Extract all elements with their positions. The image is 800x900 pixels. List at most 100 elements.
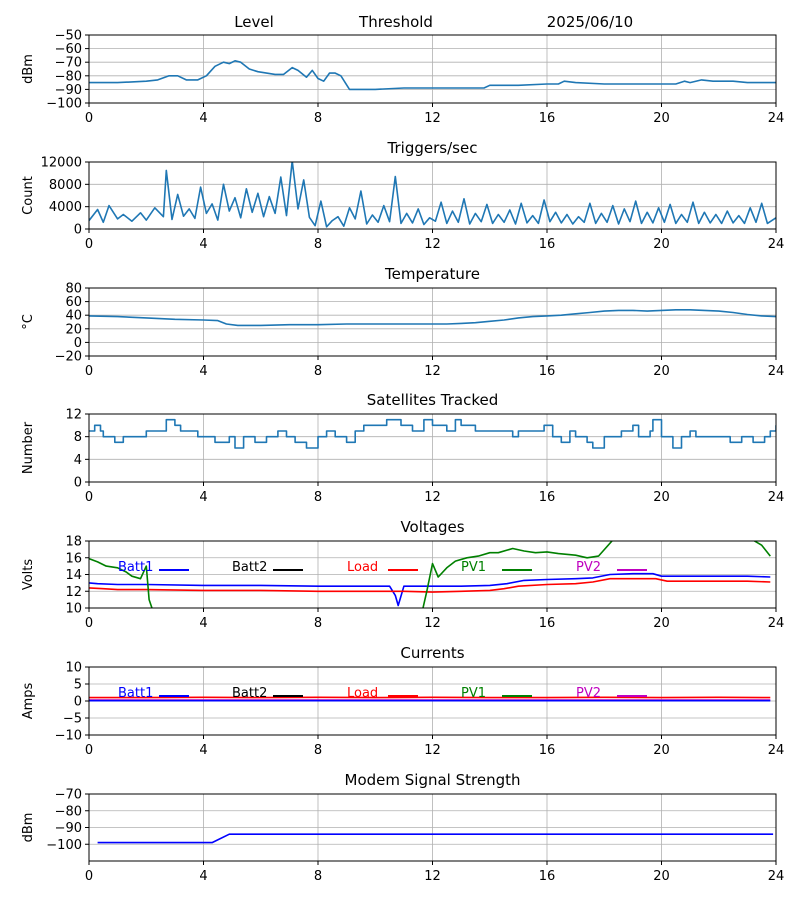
x-tick-label: 8 xyxy=(314,490,322,505)
y-axis-label: dBm xyxy=(21,813,36,843)
y-tick-label: 12 xyxy=(65,408,82,423)
x-tick-label: 12 xyxy=(424,616,441,631)
x-tick-label: 12 xyxy=(424,490,441,505)
x-tick-label: 8 xyxy=(314,237,322,252)
header-level-label: Level xyxy=(234,13,274,31)
chart-title: Satellites Tracked xyxy=(367,391,498,409)
x-tick-label: 8 xyxy=(314,111,322,126)
x-tick-label: 24 xyxy=(768,869,785,884)
y-tick-label: −90 xyxy=(55,83,82,98)
legend-label-pv2: PV2 xyxy=(576,560,601,575)
y-tick-label: 18 xyxy=(65,535,82,550)
y-axis-label: Amps xyxy=(21,682,36,719)
x-tick-label: 12 xyxy=(424,237,441,252)
x-tick-label: 8 xyxy=(314,616,322,631)
x-tick-label: 0 xyxy=(85,743,93,758)
x-tick-label: 24 xyxy=(768,616,785,631)
x-tick-label: 24 xyxy=(768,111,785,126)
legend-label-load: Load xyxy=(347,686,378,701)
legend-label-batt1: Batt1 xyxy=(118,560,153,575)
y-tick-label: 60 xyxy=(65,295,82,310)
x-tick-label: 16 xyxy=(539,616,556,631)
x-tick-label: 4 xyxy=(199,616,207,631)
y-tick-label: 8 xyxy=(74,430,82,445)
y-tick-label: −100 xyxy=(46,97,82,112)
x-tick-label: 24 xyxy=(768,743,785,758)
header-threshold-label: Threshold xyxy=(358,13,433,31)
y-tick-label: 10 xyxy=(65,661,82,676)
x-tick-label: 4 xyxy=(199,743,207,758)
x-tick-label: 16 xyxy=(539,869,556,884)
x-tick-label: 16 xyxy=(539,364,556,379)
y-tick-label: −100 xyxy=(46,838,82,853)
legend-label-batt1: Batt1 xyxy=(118,686,153,701)
x-tick-label: 0 xyxy=(85,869,93,884)
series-level-line xyxy=(89,59,776,91)
header-date: 2025/06/10 xyxy=(547,13,633,31)
x-tick-label: 8 xyxy=(314,869,322,884)
legend-label-batt2: Batt2 xyxy=(232,560,267,575)
x-tick-label: 8 xyxy=(314,743,322,758)
y-tick-label: −90 xyxy=(55,821,82,836)
chart-title: Temperature xyxy=(384,265,480,283)
x-tick-label: 12 xyxy=(424,869,441,884)
y-axis-label: °C xyxy=(21,314,36,330)
x-tick-label: 0 xyxy=(85,237,93,252)
x-tick-label: 20 xyxy=(653,490,670,505)
series-triggers-line xyxy=(89,162,776,228)
chart-title: Voltages xyxy=(400,518,464,536)
x-tick-label: 16 xyxy=(539,111,556,126)
chart-title: Currents xyxy=(400,644,464,662)
x-tick-label: 0 xyxy=(85,364,93,379)
y-tick-label: 20 xyxy=(65,322,82,337)
legend-label-load: Load xyxy=(347,560,378,575)
header: Level Threshold 2025/06/10 xyxy=(234,13,633,31)
x-tick-label: 0 xyxy=(85,616,93,631)
x-tick-label: 4 xyxy=(199,111,207,126)
x-tick-label: 0 xyxy=(85,111,93,126)
x-tick-label: 24 xyxy=(768,490,785,505)
y-tick-label: 5 xyxy=(74,678,82,693)
y-tick-label: 0 xyxy=(74,336,82,351)
y-axis-label: dBm xyxy=(21,54,36,84)
y-tick-label: 4000 xyxy=(49,200,82,215)
x-tick-label: 4 xyxy=(199,490,207,505)
legend-label-pv1: PV1 xyxy=(461,686,486,701)
chart-currents: 0 4 8 12 16 20 24 −10 −5 0 5 10 Currents Amps Batt1 Bat… xyxy=(21,644,784,758)
series-load-line xyxy=(89,577,771,593)
x-tick-label: 4 xyxy=(199,364,207,379)
y-tick-label: 0 xyxy=(74,695,82,710)
y-tick-label: 8000 xyxy=(49,178,82,193)
y-tick-label: 10 xyxy=(65,602,82,617)
y-tick-label: −70 xyxy=(55,56,82,71)
y-tick-label: −5 xyxy=(63,712,82,727)
y-axis-label: Volts xyxy=(21,559,36,591)
x-tick-label: 12 xyxy=(424,364,441,379)
y-tick-label: −20 xyxy=(55,350,82,365)
x-tick-label: 24 xyxy=(768,237,785,252)
x-tick-label: 20 xyxy=(653,111,670,126)
x-tick-label: 4 xyxy=(199,869,207,884)
legend-label-pv1: PV1 xyxy=(461,560,486,575)
y-tick-label: 0 xyxy=(74,476,82,491)
chart-level: 0 4 8 12 16 20 24 −100−90−80−70−60−50 dBm xyxy=(21,29,784,127)
y-tick-label: 14 xyxy=(65,568,82,583)
x-tick-label: 16 xyxy=(539,743,556,758)
x-tick-label: 24 xyxy=(768,364,785,379)
x-tick-label: 12 xyxy=(424,743,441,758)
x-tick-label: 20 xyxy=(653,869,670,884)
x-tick-label: 20 xyxy=(653,616,670,631)
y-tick-label: 40 xyxy=(65,309,82,324)
series-modem-line xyxy=(97,833,774,844)
chart-satellites: 0 4 8 12 16 20 24 0 4 8 12 Satellites Tracked Number xyxy=(21,391,784,505)
x-tick-label: 8 xyxy=(314,364,322,379)
series-batt1-line xyxy=(89,572,771,607)
y-tick-label: −70 xyxy=(55,788,82,803)
series-pv1-line xyxy=(89,541,771,608)
y-tick-label: −80 xyxy=(55,804,82,819)
y-tick-label: 4 xyxy=(74,453,82,468)
y-tick-label: −50 xyxy=(55,29,82,44)
x-tick-label: 20 xyxy=(653,237,670,252)
